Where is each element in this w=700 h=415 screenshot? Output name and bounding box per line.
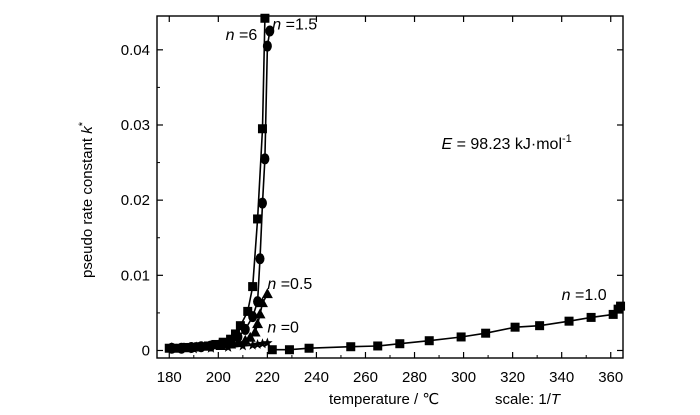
data-point-square <box>243 306 253 316</box>
data-point-circle <box>255 253 265 265</box>
series-1 <box>167 25 275 354</box>
curve-annotation: n =0.5 <box>267 276 312 293</box>
annotation-var: n <box>267 276 276 293</box>
series-3 <box>171 337 273 354</box>
x-tick-label: 280 <box>402 369 427 386</box>
curve-annotation: n =1.5 <box>272 17 317 34</box>
curve-annotation: n =0 <box>267 319 299 336</box>
data-point-star <box>188 343 199 354</box>
series-line <box>272 305 622 351</box>
energy-unit-sup: -1 <box>562 133 572 145</box>
x-tick-label: 320 <box>500 369 525 386</box>
series-line <box>169 18 266 349</box>
scale-note-var: T <box>551 391 562 408</box>
y-axis-label: pseudo rate constant k* <box>77 121 96 278</box>
activation-energy-label: E = 98.23 kJ·mol-1 <box>442 133 572 153</box>
data-point-circle <box>257 197 267 209</box>
data-point-star <box>257 338 268 349</box>
annotation-var: n <box>267 319 276 336</box>
data-point-square <box>535 321 545 331</box>
annotation-value: =1.5 <box>281 17 317 34</box>
x-tick-label: 220 <box>255 369 280 386</box>
data-point-star <box>252 339 263 349</box>
y-axis-label-var: k <box>79 125 96 134</box>
annotation-var: n <box>562 287 571 304</box>
data-point-square <box>284 345 294 355</box>
curve-annotation: n =6 <box>226 27 258 44</box>
data-point-square <box>257 124 267 134</box>
data-point-circle <box>233 331 243 343</box>
data-point-circle <box>265 25 275 37</box>
y-tick-label: 0.03 <box>121 117 150 134</box>
y-axis-label-sup: * <box>77 121 89 126</box>
data-point-square <box>564 316 574 326</box>
curve-annotation: n =1.0 <box>562 287 607 304</box>
data-point-square <box>253 214 263 224</box>
y-tick-label: 0.02 <box>121 192 150 209</box>
data-point-star <box>262 337 273 348</box>
energy-var: E <box>442 136 453 153</box>
annotation-value: =0.5 <box>276 276 312 293</box>
x-tick-label: 300 <box>451 369 476 386</box>
data-point-star <box>171 343 182 354</box>
data-point-triangle <box>244 331 256 342</box>
data-point-circle <box>248 311 258 323</box>
scale-note-text: scale: 1/ <box>495 391 552 408</box>
y-tick-label: 0.01 <box>121 267 150 284</box>
data-point-triangle <box>254 308 266 319</box>
data-point-square <box>510 322 520 332</box>
data-point-square <box>456 332 466 342</box>
x-tick-label: 340 <box>549 369 574 386</box>
plot-frame <box>156 15 624 359</box>
x-tick-label: 240 <box>304 369 329 386</box>
data-point-square <box>608 309 618 319</box>
data-point-square <box>481 328 491 338</box>
data-point-triangle <box>261 288 273 299</box>
annotation-value: =6 <box>235 27 258 44</box>
annotation-var: n <box>226 27 235 44</box>
y-tick-label: 0 <box>142 342 150 359</box>
data-point-square <box>616 301 626 311</box>
data-point-star <box>222 342 234 352</box>
x-tick-label: 180 <box>157 369 182 386</box>
data-point-square <box>424 336 434 346</box>
data-point-triangle <box>249 326 261 337</box>
data-point-circle <box>260 153 270 165</box>
series-layer <box>164 13 626 355</box>
annotation-value: =1.0 <box>571 287 607 304</box>
data-point-square <box>395 339 405 349</box>
x-axis-label: temperature / ℃ <box>329 391 439 408</box>
data-point-square <box>346 342 356 352</box>
labels-layer: 180 200 220 240 260 280 300 320 340 360 0 0.01 0.02 0… <box>121 17 623 386</box>
x-tick-label: 200 <box>206 369 231 386</box>
annotation-var: n <box>272 17 281 34</box>
data-point-star <box>205 342 217 353</box>
y-tick-label: 0.04 <box>121 42 150 59</box>
scale-note: scale: 1/T <box>495 391 562 408</box>
data-point-circle <box>240 323 250 335</box>
data-point-square <box>235 321 245 331</box>
data-point-square <box>267 345 277 355</box>
data-point-star <box>247 339 258 350</box>
data-point-square <box>304 343 314 353</box>
data-point-square <box>248 282 258 292</box>
ticks-layer <box>157 16 623 358</box>
x-tick-label: 360 <box>598 369 623 386</box>
series-4 <box>267 301 626 355</box>
y-axis-label-text: pseudo rate constant <box>79 134 96 278</box>
data-point-square <box>373 341 383 351</box>
data-point-star <box>237 340 249 351</box>
data-point-square <box>260 13 270 23</box>
data-point-circle <box>262 40 272 52</box>
annotation-value: =0 <box>276 319 299 336</box>
x-tick-label: 260 <box>353 369 378 386</box>
data-point-triangle <box>252 318 264 329</box>
energy-value: = 98.23 kJ·mol <box>452 136 562 153</box>
data-point-square <box>586 312 596 322</box>
data-point-triangle <box>256 297 268 308</box>
